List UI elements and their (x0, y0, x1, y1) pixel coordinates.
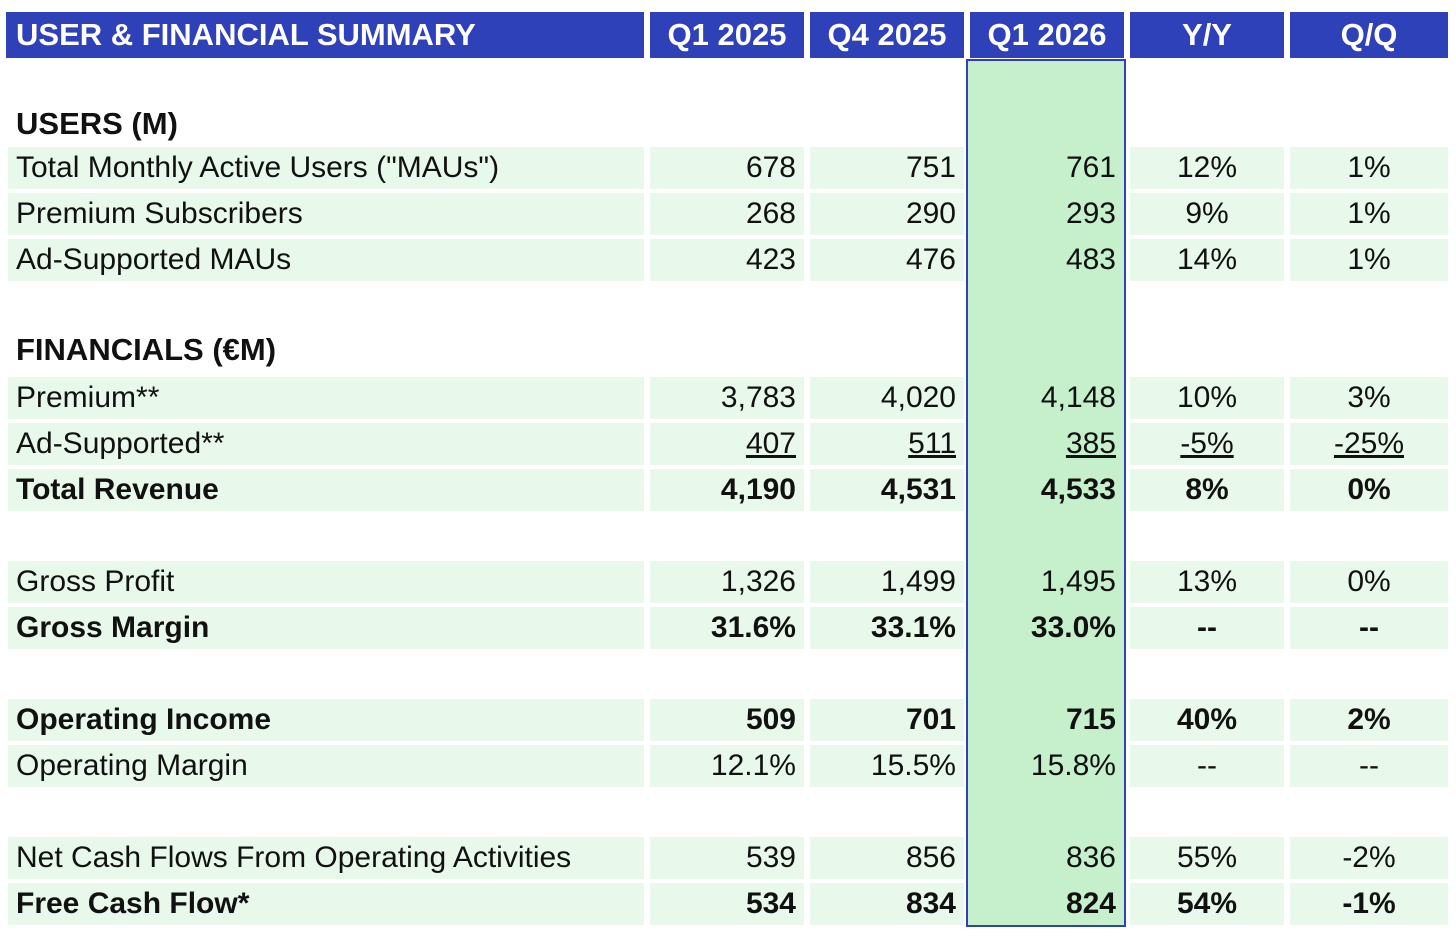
value-cell: 14% (1130, 239, 1284, 281)
value-cell: 1% (1290, 193, 1448, 235)
row-label: Gross Margin (8, 607, 644, 649)
value-cell: 1,326 (650, 561, 804, 603)
table-title: USER & FINANCIAL SUMMARY (6, 12, 644, 58)
value-cell: 539 (650, 837, 804, 879)
value-cell: 1% (1290, 147, 1448, 189)
value-cell: 15.8% (1030, 749, 1116, 782)
value-cell: 423 (650, 239, 804, 281)
value-cell: 293 (1065, 197, 1116, 230)
value-cell: 33.1% (810, 607, 964, 649)
row-label: Operating Margin (8, 745, 644, 787)
value-cell: 13% (1130, 561, 1284, 603)
value-cell: -- (1290, 607, 1448, 649)
value-cell: 2% (1290, 699, 1448, 741)
value-cell: -5% (1130, 423, 1284, 465)
value-cell: 834 (810, 883, 964, 925)
value-cell: 0% (1290, 469, 1448, 511)
value-cell: 4,190 (650, 469, 804, 511)
value-cell: 407 (650, 423, 804, 465)
value-cell: 1,499 (810, 561, 964, 603)
value-cell: 836 (1065, 841, 1116, 874)
value-cell: -25% (1290, 423, 1448, 465)
value-cell: 701 (810, 699, 964, 741)
value-cell: 678 (650, 147, 804, 189)
value-cell: -- (1130, 745, 1284, 787)
row-label: Premium** (8, 377, 644, 419)
column-header-yy: Y/Y (1130, 12, 1284, 58)
value-cell: 12.1% (650, 745, 804, 787)
value-cell: 534 (650, 883, 804, 925)
value-cell: 476 (810, 239, 964, 281)
row-label: Ad-Supported** (8, 423, 644, 465)
column-header-q1-2026: Q1 2026 (970, 12, 1124, 58)
value-cell: 9% (1130, 193, 1284, 235)
row-label: Free Cash Flow* (8, 883, 644, 925)
current-quarter-highlight (966, 59, 1126, 927)
value-cell: 1,495 (1040, 565, 1116, 598)
row-label: Gross Profit (8, 561, 644, 603)
value-cell: 385 (1065, 427, 1116, 460)
value-cell: 715 (1065, 703, 1116, 736)
value-cell: 31.6% (650, 607, 804, 649)
value-cell: 12% (1130, 147, 1284, 189)
value-cell: 3,783 (650, 377, 804, 419)
value-cell: 54% (1130, 883, 1284, 925)
value-cell: 33.0% (1030, 611, 1116, 644)
value-cell: -1% (1290, 883, 1448, 925)
value-cell: 824 (1065, 887, 1116, 920)
column-header-q1-2025: Q1 2025 (650, 12, 804, 58)
value-cell: 4,531 (810, 469, 964, 511)
value-cell: 4,533 (1040, 473, 1116, 506)
value-cell: 40% (1130, 699, 1284, 741)
value-cell: 751 (810, 147, 964, 189)
row-label: Total Monthly Active Users ("MAUs") (8, 147, 644, 189)
value-cell: 3% (1290, 377, 1448, 419)
value-cell: 511 (810, 423, 964, 465)
value-cell: 509 (650, 699, 804, 741)
value-cell: 15.5% (810, 745, 964, 787)
value-cell: 483 (1065, 243, 1116, 276)
value-cell: -2% (1290, 837, 1448, 879)
row-label: Total Revenue (8, 469, 644, 511)
value-cell: 4,148 (1040, 381, 1116, 414)
value-cell: -- (1130, 607, 1284, 649)
value-cell: 290 (810, 193, 964, 235)
value-cell: 0% (1290, 561, 1448, 603)
value-cell: -- (1290, 745, 1448, 787)
column-header-q4-2025: Q4 2025 (810, 12, 964, 58)
row-label: Premium Subscribers (8, 193, 644, 235)
value-cell: 10% (1130, 377, 1284, 419)
value-cell: 268 (650, 193, 804, 235)
value-cell: 1% (1290, 239, 1448, 281)
section-heading-users: USERS (M) (16, 106, 178, 141)
value-cell: 4,020 (810, 377, 964, 419)
column-header-qq: Q/Q (1290, 12, 1448, 58)
section-heading-financials: FINANCIALS (€M) (16, 332, 277, 367)
row-label: Ad-Supported MAUs (8, 239, 644, 281)
row-label: Net Cash Flows From Operating Activities (8, 837, 644, 879)
value-cell: 761 (1065, 151, 1116, 184)
value-cell: 856 (810, 837, 964, 879)
value-cell: 55% (1130, 837, 1284, 879)
value-cell: 8% (1130, 469, 1284, 511)
row-label: Operating Income (8, 699, 644, 741)
